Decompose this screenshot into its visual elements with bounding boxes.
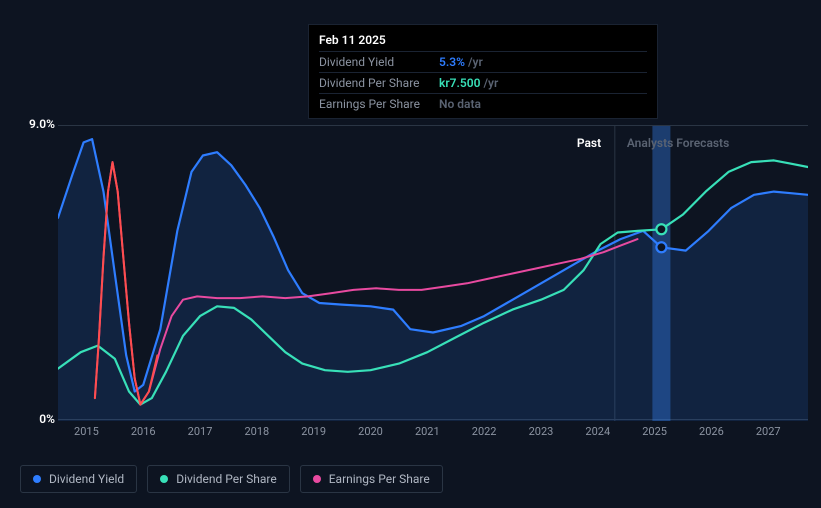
tooltip-unit: /yr <box>483 76 498 90</box>
legend-label: Dividend Yield <box>49 472 124 486</box>
y-axis-label: 9.0% <box>20 117 55 131</box>
x-axis-tick: 2027 <box>756 425 781 438</box>
tooltip-metric-label: Dividend Per Share <box>319 76 439 90</box>
x-axis-tick: 2021 <box>415 425 440 438</box>
chart-container: 9.0%0% PastAnalysts Forecasts 2015201620… <box>20 110 810 445</box>
x-axis-tick: 2025 <box>642 425 667 438</box>
legend-item[interactable]: Earnings Per Share <box>300 465 443 493</box>
tooltip-row: Earnings Per ShareNo data <box>319 93 647 114</box>
past-label: Past <box>577 136 601 150</box>
legend-dot-icon <box>33 475 41 483</box>
chart-tooltip: Feb 11 2025 Dividend Yield5.3%/yrDividen… <box>308 24 658 119</box>
x-axis-tick: 2015 <box>74 425 99 438</box>
tooltip-row: Dividend Per Sharekr7.500/yr <box>319 72 647 93</box>
x-axis-tick: 2019 <box>301 425 326 438</box>
x-axis-tick: 2018 <box>244 425 269 438</box>
legend-dot-icon <box>160 475 168 483</box>
x-axis: 2015 2016 2017 2018 2019 2020 2021 2022 2023 2024… <box>58 425 808 445</box>
legend-item[interactable]: Dividend Per Share <box>147 465 290 493</box>
forecast-label: Analysts Forecasts <box>627 136 729 150</box>
x-axis-tick: 2017 <box>188 425 213 438</box>
x-axis-tick: 2026 <box>699 425 724 438</box>
x-axis-tick: 2022 <box>472 425 497 438</box>
tooltip-metric-value: No data <box>439 97 484 111</box>
tooltip-metric-label: Dividend Yield <box>319 55 439 69</box>
plot-area[interactable]: Past Analysts Forecasts <box>58 125 808 420</box>
tooltip-metric-value: kr7.500/yr <box>439 76 498 90</box>
tooltip-unit: /yr <box>468 55 483 69</box>
legend-label: Earnings Per Share <box>329 472 430 486</box>
x-axis-tick: 2020 <box>358 425 383 438</box>
y-axis-label: 0% <box>20 412 55 426</box>
x-axis-tick: 2024 <box>585 425 610 438</box>
legend-label: Dividend Per Share <box>176 472 277 486</box>
legend-dot-icon <box>313 475 321 483</box>
tooltip-row: Dividend Yield5.3%/yr <box>319 51 647 72</box>
tooltip-metric-value: 5.3%/yr <box>439 55 483 69</box>
x-axis-tick: 2016 <box>131 425 156 438</box>
x-axis-tick: 2023 <box>529 425 554 438</box>
legend-item[interactable]: Dividend Yield <box>20 465 137 493</box>
tooltip-date: Feb 11 2025 <box>319 31 647 51</box>
legend: Dividend Yield Dividend Per Share Earnings… <box>20 465 443 493</box>
tooltip-metric-label: Earnings Per Share <box>319 97 439 111</box>
